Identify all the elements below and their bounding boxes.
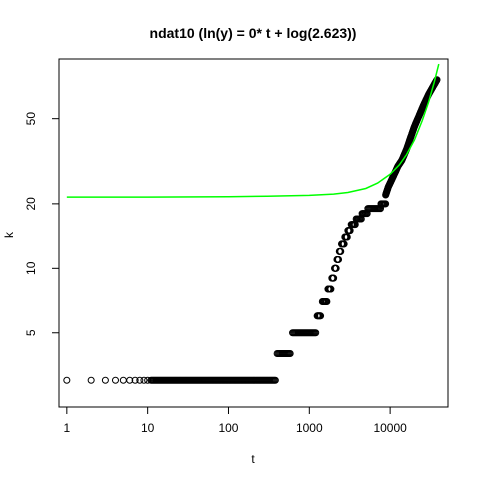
data-point (271, 376, 279, 384)
data-point (87, 376, 95, 384)
y-tick-label: 20 (24, 197, 38, 211)
data-point (126, 376, 134, 384)
data-point (136, 376, 144, 384)
data-point (330, 274, 338, 282)
y-tick-label: 50 (24, 112, 38, 126)
data-point (111, 376, 119, 384)
y-axis-label: k (2, 231, 16, 238)
data-point (335, 255, 343, 263)
chart-title: ndat10 (ln(y) = 0* t + log(2.623)) (150, 25, 357, 41)
fit-line-layer (66, 63, 440, 198)
x-tick-label: 1000 (296, 421, 323, 435)
data-point (119, 376, 127, 384)
x-tick-label: 1 (63, 421, 70, 435)
data-point (327, 285, 335, 293)
data-point (332, 264, 340, 272)
x-tick-label: 10000 (373, 421, 407, 435)
plot-frame (58, 58, 449, 408)
x-axis-label: t (251, 452, 255, 466)
data-point (312, 329, 320, 337)
x-axis: 1 10 100 1000 10000 (63, 406, 407, 435)
data-point (433, 76, 441, 84)
data-points (63, 76, 441, 384)
y-tick-label: 5 (24, 329, 38, 336)
data-point (140, 376, 148, 384)
data-point (382, 200, 390, 208)
data-point (131, 376, 139, 384)
x-tick-label: 10 (141, 421, 155, 435)
y-axis: 5 10 20 50 (24, 112, 60, 336)
data-point (286, 350, 294, 358)
data-point (323, 297, 331, 305)
data-point (340, 240, 348, 248)
data-point (101, 376, 109, 384)
data-point (337, 247, 345, 255)
y-tick-label: 10 (24, 261, 38, 275)
fit-line (66, 63, 440, 198)
x-tick-label: 100 (218, 421, 238, 435)
data-point (317, 312, 325, 320)
data-point (63, 376, 71, 384)
